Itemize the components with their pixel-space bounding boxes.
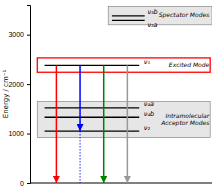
plot-area [37, 6, 212, 183]
y-tick-mark [27, 134, 30, 135]
y-tick-mark [27, 84, 30, 85]
baseline [30, 183, 212, 184]
y-axis: 0 1000 2000 3000 [8, 6, 30, 187]
y-tick-label: 2000 [8, 81, 24, 88]
y-tick: 0 [20, 180, 30, 187]
transition-arrow [127, 65, 129, 183]
group-label: Acceptor Modes [160, 119, 209, 127]
level-label: ν₂ [144, 124, 151, 132]
group-label: Excited Mode [169, 61, 210, 68]
group-label: Intramolecular [165, 112, 209, 119]
y-tick-label: 1000 [8, 130, 24, 137]
level-line [112, 15, 145, 16]
y-tick-mark [27, 183, 30, 184]
level-line [45, 130, 140, 131]
level-line [112, 20, 145, 21]
y-tick: 1000 [8, 130, 30, 137]
transition-arrow [103, 65, 105, 183]
group-box [108, 6, 212, 24]
level-label: ν₄b [144, 110, 154, 118]
level-line [45, 65, 140, 66]
chart: 0 1000 2000 3000 Energy / cm⁻¹ ν₃b ν₃aSpectato… [0, 0, 215, 188]
level-line [45, 117, 140, 118]
y-axis-title: Energy / cm⁻¹ [2, 70, 10, 119]
level-label: ν₁ [144, 58, 151, 66]
level-label: ν₃a [147, 21, 157, 29]
y-tick-label: 3000 [8, 31, 24, 38]
level-line [45, 107, 140, 108]
level-label: ν₄a [144, 100, 154, 108]
group-label: Spectator Modes [159, 11, 210, 19]
y-tick: 3000 [8, 31, 30, 38]
group-box [37, 58, 210, 72]
arrow-continuation [80, 131, 81, 183]
y-axis-line [27, 6, 31, 184]
y-tick-label: 0 [20, 180, 24, 187]
y-tick-mark [27, 35, 30, 36]
transition-arrow [79, 65, 81, 131]
y-tick: 2000 [8, 81, 30, 88]
level-label: ν₃b [147, 8, 157, 16]
transition-arrow [56, 65, 58, 183]
annotations: ν₃b ν₃aSpectator Modes ν₁ Excited Mode ν₄a ν₄… [144, 8, 210, 131]
group-box [37, 101, 210, 137]
